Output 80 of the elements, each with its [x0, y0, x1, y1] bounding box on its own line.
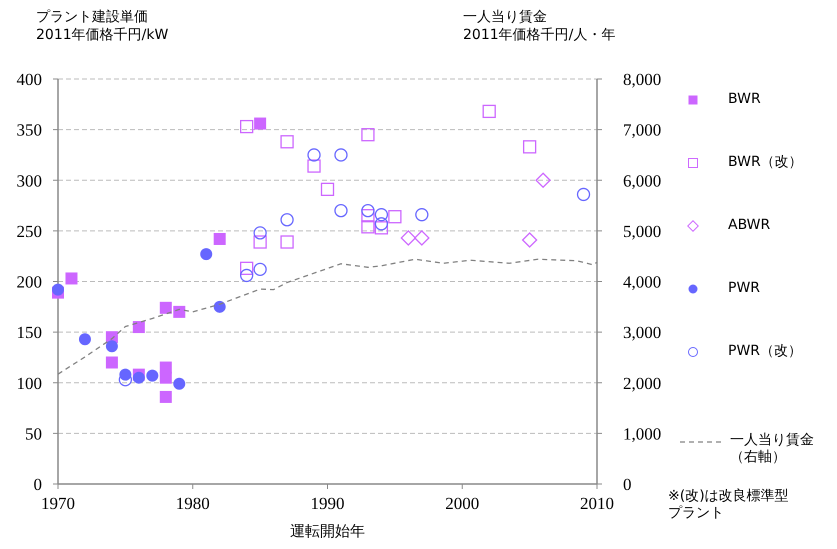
y2-tick-label: 1,000 — [623, 424, 662, 444]
y2-tick-label: 2,000 — [623, 374, 662, 393]
y-tick-label: 400 — [16, 70, 42, 89]
y-tick-label: 150 — [16, 323, 42, 342]
point — [173, 306, 186, 318]
y-tick-label: 50 — [25, 424, 42, 444]
y2-axis-title: 一人当り賃金 2011年価格千円/人・年 — [463, 9, 616, 43]
legend-label: PWR（改） — [728, 343, 804, 360]
x-axis-title: 運転開始年 — [290, 522, 365, 540]
point — [522, 140, 536, 154]
point — [307, 148, 321, 162]
point — [132, 372, 145, 384]
y-tick-label: 0 — [34, 475, 42, 494]
point — [388, 210, 402, 224]
point — [240, 268, 254, 282]
point — [65, 272, 78, 284]
x-tick-label: 2000 — [445, 494, 480, 513]
point — [78, 333, 91, 346]
y-axis-title: プラント建設単価 2011年価格千円/kW — [36, 9, 168, 43]
point — [334, 148, 348, 162]
x-tick-label: 1980 — [176, 494, 210, 513]
point — [160, 302, 172, 314]
point — [374, 217, 388, 230]
point — [280, 213, 294, 226]
y2-tick-label: 0 — [623, 475, 632, 494]
point — [334, 204, 348, 218]
point — [240, 262, 254, 275]
y2-tick-label: 6,000 — [623, 171, 662, 190]
point — [320, 182, 334, 196]
y-tick-label: 200 — [16, 272, 42, 292]
y2-tick-label: 4,000 — [623, 272, 662, 292]
point — [280, 135, 294, 148]
point — [400, 230, 416, 246]
point — [132, 321, 145, 334]
point — [361, 128, 375, 142]
y2-tick-label: 8,000 — [623, 70, 662, 89]
point — [253, 262, 267, 276]
y-tick-label: 350 — [16, 120, 42, 140]
point — [361, 209, 375, 222]
point — [361, 204, 375, 218]
x-tick-label: 2010 — [580, 494, 614, 513]
point — [253, 235, 267, 249]
point — [361, 220, 375, 234]
point — [240, 120, 254, 134]
legend-label: BWR（改） — [728, 154, 804, 171]
point — [214, 232, 226, 245]
point — [173, 378, 186, 390]
point — [374, 221, 388, 234]
point — [535, 172, 551, 188]
point — [374, 208, 388, 222]
point — [214, 300, 226, 313]
y-tick-label: 100 — [16, 374, 42, 393]
y-tick-label: 250 — [16, 222, 42, 241]
legend-label: BWR — [728, 91, 762, 108]
point — [146, 370, 158, 382]
point — [307, 159, 321, 173]
point — [415, 208, 428, 222]
point — [52, 284, 64, 296]
point — [576, 188, 590, 202]
point — [106, 356, 118, 368]
y2-tick-label: 7,000 — [623, 120, 662, 140]
point — [160, 372, 172, 384]
y2-tick-label: 5,000 — [623, 222, 662, 241]
y-tick-label: 300 — [16, 171, 42, 190]
y2-tick-label: 3,000 — [623, 323, 662, 342]
x-tick-label: 1990 — [310, 494, 344, 513]
point — [160, 390, 172, 403]
point — [254, 118, 266, 130]
text: ※(改)は改良標準型プラント — [668, 488, 790, 522]
point — [106, 340, 118, 352]
legend-label: PWR — [728, 280, 762, 297]
point — [280, 235, 294, 249]
point — [482, 104, 496, 118]
x-tick-label: 1970 — [41, 494, 75, 513]
point — [200, 248, 212, 260]
point — [253, 226, 267, 240]
point — [522, 232, 538, 248]
point — [414, 230, 430, 246]
legend-label: ABWR — [728, 217, 772, 234]
legend-label: 一人当り賃金（右軸） — [730, 432, 815, 466]
